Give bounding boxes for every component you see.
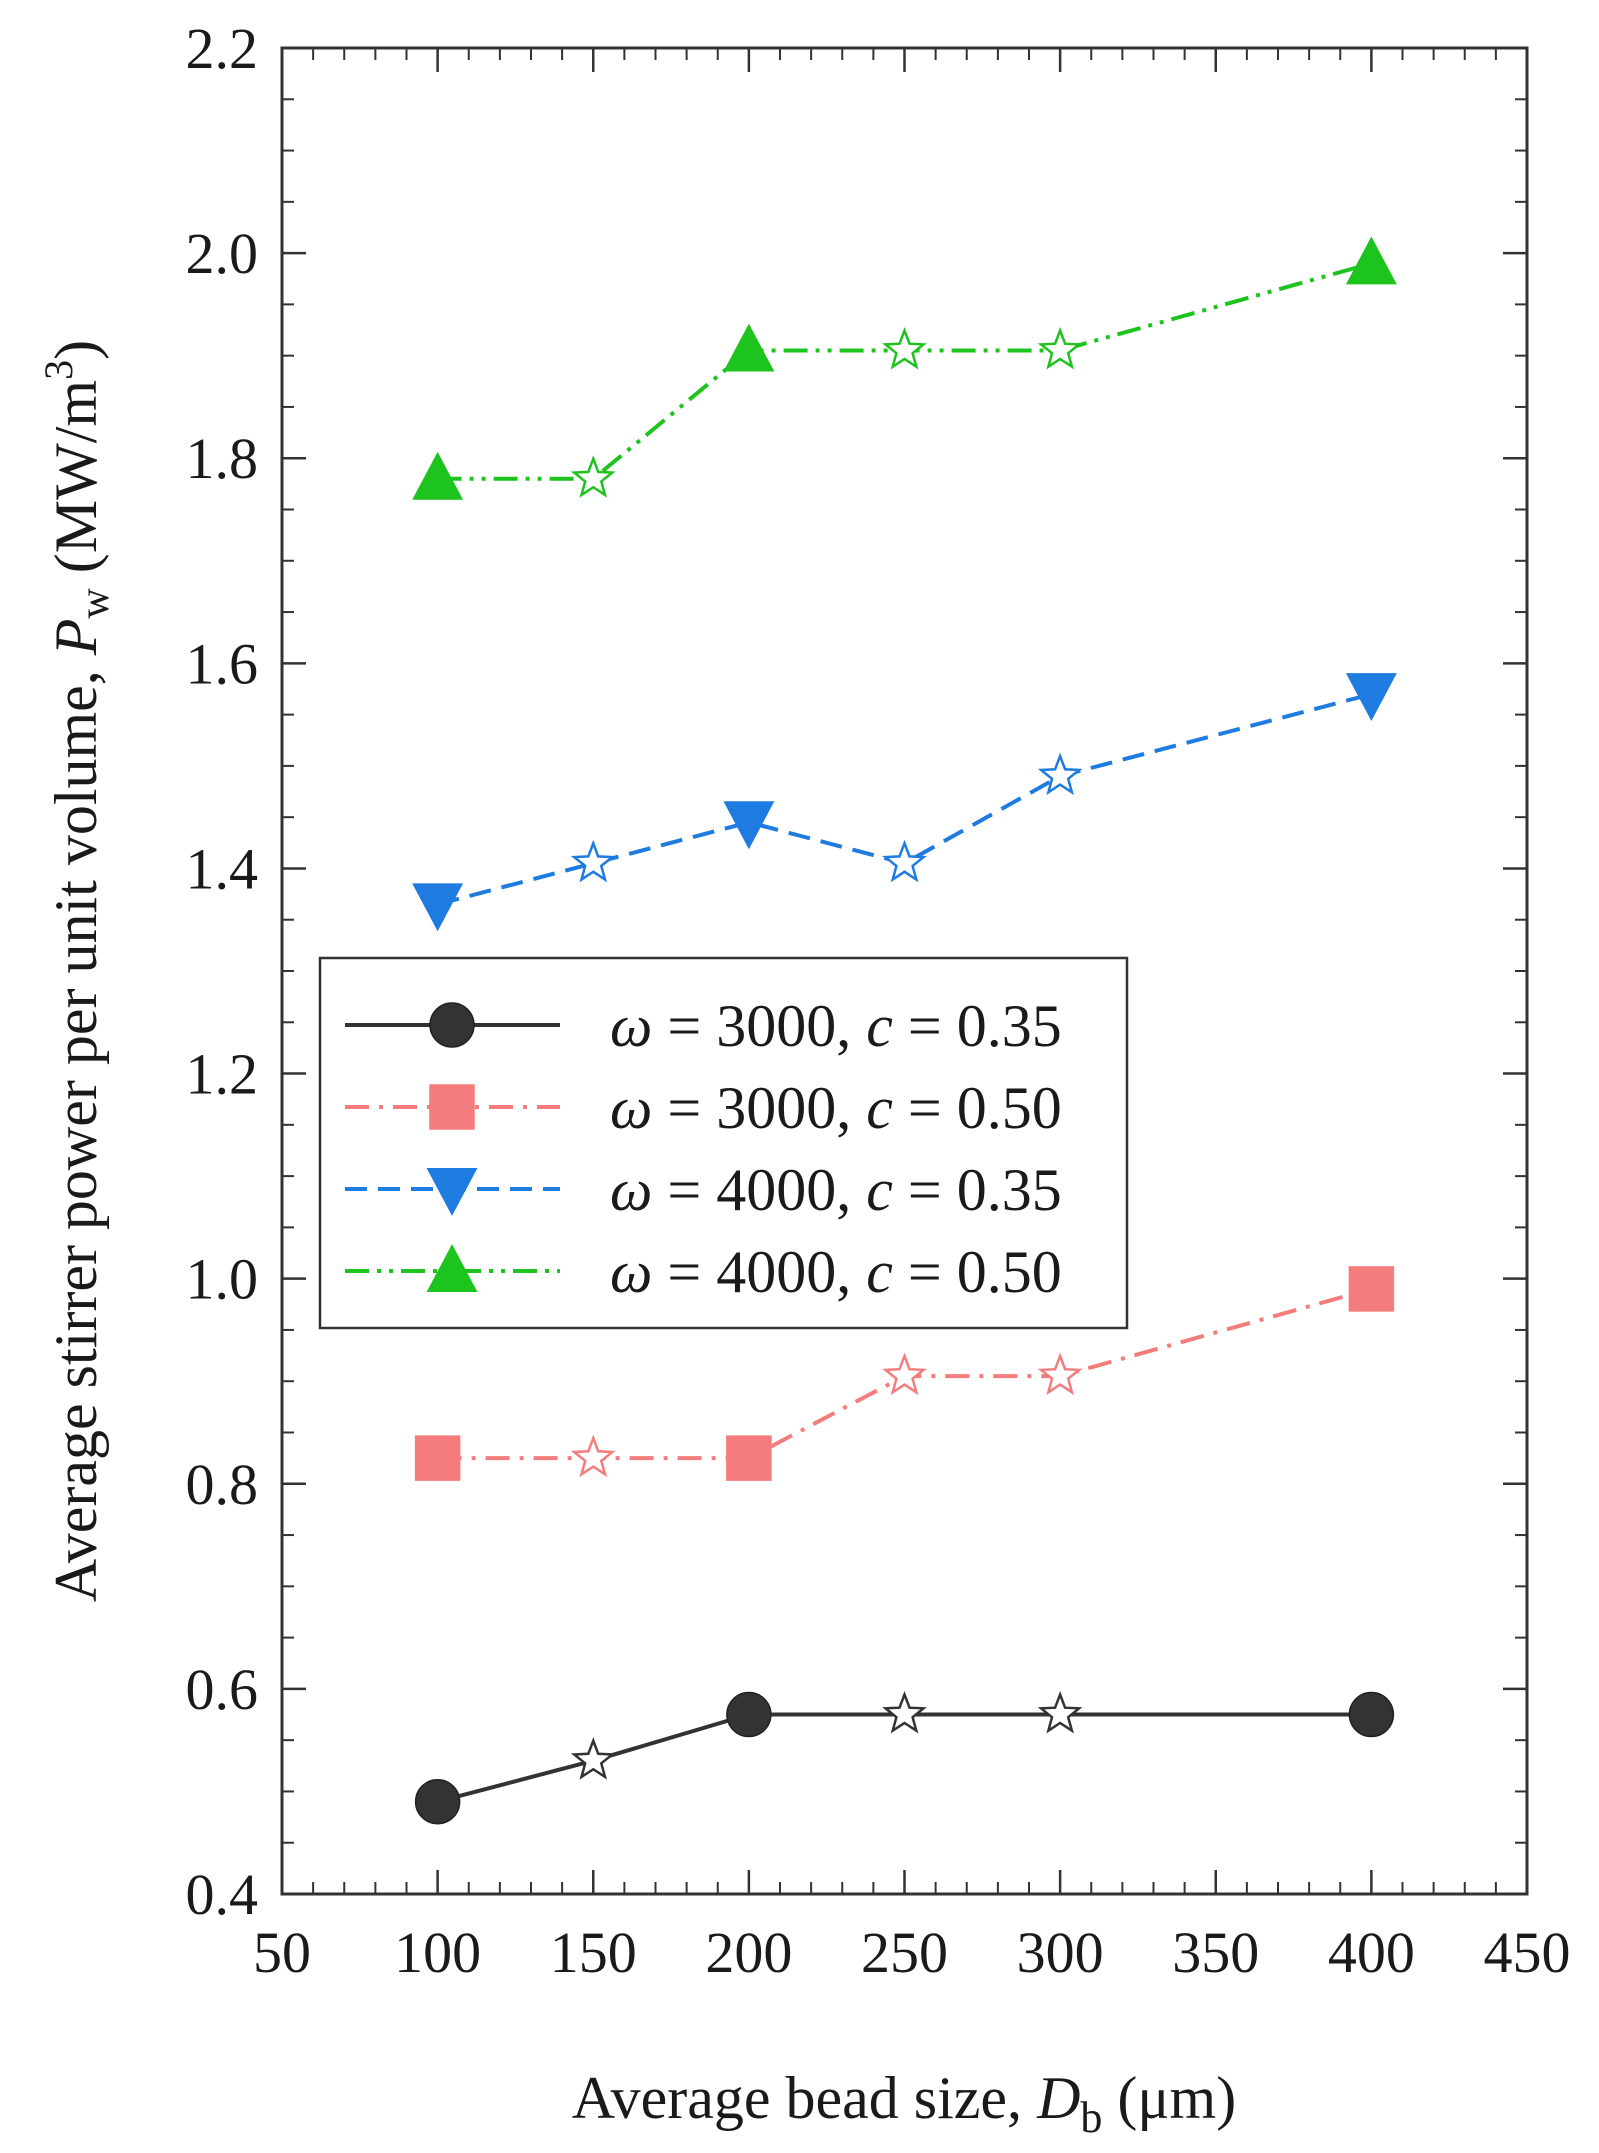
x-tick-label: 100 — [394, 1920, 481, 1985]
legend-eq2-3: = 0.35 — [893, 1157, 1062, 1223]
legend-eq2-4: = 0.50 — [893, 1239, 1062, 1305]
y-tick-label: 1.8 — [186, 426, 259, 491]
series-line — [437, 1712, 1372, 1804]
y-axis-title-close: ) — [43, 340, 109, 360]
y-tick-label: 0.8 — [186, 1452, 259, 1517]
data-point-marker — [723, 323, 775, 372]
legend-omega-4: ω — [610, 1239, 652, 1305]
x-tick-label: 150 — [550, 1920, 637, 1985]
legend-eq2-1: = 0.35 — [893, 993, 1062, 1059]
legend-label-4: ω = 4000, c = 0.50 — [610, 1239, 1062, 1305]
data-point-marker — [1345, 673, 1397, 721]
legend-c-4: c — [866, 1239, 893, 1305]
data-point-marker — [723, 801, 775, 850]
x-axis-title: Average bead size, Db (μm) — [572, 2065, 1236, 2142]
legend-eq1-2: = 3000, — [652, 1075, 866, 1141]
x-tick-label: 400 — [1328, 1920, 1415, 1985]
star-marker — [570, 839, 616, 883]
legend-eq1-3: = 4000, — [652, 1157, 866, 1223]
legend-label-2: ω = 3000, c = 0.50 — [610, 1075, 1062, 1141]
star-marker — [882, 1352, 927, 1396]
y-axis-title-symbol: P — [43, 619, 109, 657]
x-tick-label: 300 — [1017, 1920, 1104, 1985]
x-axis-title-symbol: D — [1036, 2065, 1080, 2131]
x-tick-labels: 50 100 150 200 250 300 350 400 450 — [253, 1920, 1571, 1985]
data-point-marker — [726, 1691, 772, 1738]
legend-eq1-1: = 3000, — [652, 993, 866, 1059]
y-axis-title-subscript: w — [72, 588, 118, 619]
star-marker — [882, 1690, 927, 1734]
legend-label-3: ω = 4000, c = 0.35 — [610, 1157, 1062, 1223]
data-point-marker — [412, 883, 464, 932]
star-marker — [1037, 1352, 1083, 1396]
data-point-marker — [414, 1778, 461, 1825]
legend-sample-marker — [429, 1002, 475, 1048]
data-point-marker — [412, 451, 464, 500]
legend: ω = 3000, c = 0.35 ω = 3000, c = 0.50 ω … — [318, 956, 1129, 1330]
star-marker — [1037, 752, 1083, 796]
x-axis-title-prefix: Average bead size, — [572, 2065, 1037, 2131]
data-point-marker — [1345, 236, 1397, 285]
data-point-marker — [1348, 1266, 1395, 1312]
x-tick-label: 350 — [1172, 1920, 1259, 1985]
series-line — [437, 261, 1372, 481]
y-axis-title-prefix: Average stirrer power per unit volume, — [43, 655, 109, 1602]
y-tick-label: 2.2 — [186, 16, 259, 81]
y-axis-title: Average stirrer power per unit volume, P… — [36, 340, 118, 1602]
star-marker — [882, 839, 927, 883]
plot-frame — [280, 46, 1529, 1896]
y-tick-label: 2.0 — [186, 221, 259, 286]
y-tick-labels: 0.4 0.6 0.8 1.0 1.2 1.4 1.6 1.8 2.0 2.2 — [186, 16, 259, 1927]
x-tick-label: 250 — [861, 1920, 948, 1985]
legend-sample-marker — [426, 1168, 478, 1216]
data-point-marker — [726, 1435, 772, 1481]
x-axis-title-subscript: b — [1080, 2093, 1102, 2142]
legend-omega-3: ω — [610, 1157, 652, 1223]
y-axis-title-superscript: 3 — [36, 360, 81, 380]
legend-omega-2: ω — [610, 1075, 652, 1141]
x-tick-label: 50 — [253, 1920, 311, 1985]
data-point-marker — [414, 1435, 461, 1481]
legend-eq2-2: = 0.50 — [893, 1075, 1062, 1141]
star-marker — [882, 326, 927, 370]
legend-sample-marker — [429, 1084, 475, 1130]
series-layer — [412, 236, 1397, 1825]
star-marker — [1037, 1690, 1083, 1734]
series-3 — [412, 673, 1397, 932]
series-1 — [414, 1690, 1395, 1825]
y-tick-label: 0.6 — [186, 1657, 259, 1722]
data-point-marker — [1348, 1691, 1395, 1738]
series-2 — [414, 1266, 1395, 1481]
legend-label-1: ω = 3000, c = 0.35 — [610, 993, 1062, 1059]
legend-sample-marker — [426, 1244, 478, 1292]
series-line — [437, 1286, 1372, 1461]
y-tick-label: 1.0 — [186, 1247, 259, 1312]
star-marker — [570, 1434, 616, 1478]
legend-c-3: c — [866, 1157, 893, 1223]
y-tick-label: 1.2 — [186, 1042, 259, 1107]
legend-c-1: c — [866, 993, 893, 1059]
x-tick-label: 200 — [705, 1920, 792, 1985]
legend-omega-1: ω — [610, 993, 652, 1059]
series-line — [437, 692, 1372, 907]
series-4 — [412, 236, 1397, 500]
star-marker — [570, 455, 616, 498]
x-tick-label: 450 — [1484, 1920, 1571, 1985]
star-marker — [570, 1737, 616, 1780]
y-tick-label: 1.6 — [186, 631, 259, 696]
star-marker — [1037, 326, 1083, 370]
legend-eq1-4: = 4000, — [652, 1239, 866, 1305]
y-tick-label: 1.4 — [186, 836, 259, 901]
x-axis-title-suffix: (μm) — [1102, 2065, 1236, 2131]
y-tick-label: 0.4 — [186, 1862, 259, 1927]
legend-c-2: c — [866, 1075, 893, 1141]
legend-samples — [345, 1002, 560, 1292]
y-axis-title-suffix: (MW/m — [43, 380, 109, 588]
